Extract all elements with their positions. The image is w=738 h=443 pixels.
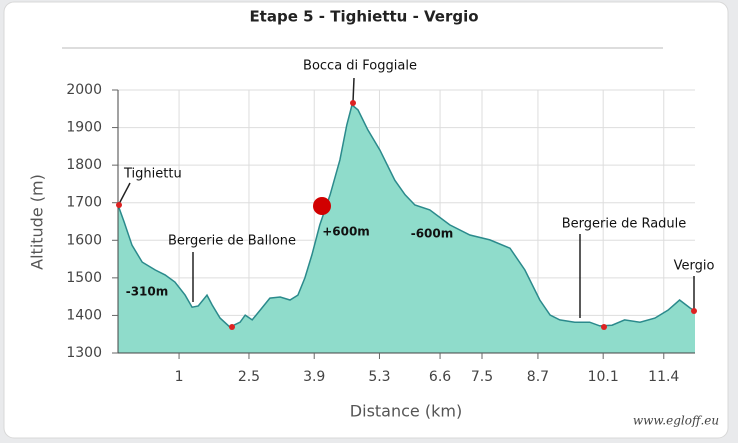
y-tick-label: 1300 <box>66 345 102 361</box>
y-tick-label: 1400 <box>66 307 102 323</box>
annotation: -600m <box>411 227 454 241</box>
x-tick-label: 2.5 <box>238 369 260 385</box>
y-tick-label: 1700 <box>66 195 102 211</box>
waypoint-marker <box>229 324 235 330</box>
annotation: -310m <box>126 285 169 299</box>
waypoint-marker <box>691 308 697 314</box>
annotation-pointer <box>118 182 131 205</box>
annotation: Bergerie de Ballone <box>168 234 296 249</box>
y-tick-label: 1500 <box>66 270 102 286</box>
annotation: Bocca di Foggiale <box>303 59 417 74</box>
chart-title: Etape 5 - Tighiettu - Vergio <box>249 8 478 26</box>
annotation: Bergerie de Radule <box>562 217 687 232</box>
x-tick-label: 11.4 <box>648 369 679 385</box>
plot <box>117 90 696 354</box>
x-axis-label: Distance (km) <box>350 402 462 421</box>
y-axis-label: Altitude (m) <box>28 174 47 270</box>
x-tick-label: 6.6 <box>429 369 451 385</box>
waypoint-marker <box>350 100 356 106</box>
y-tick-label: 1800 <box>66 157 102 173</box>
annotation: +600m <box>322 225 370 239</box>
y-tick-label: 1600 <box>66 232 102 248</box>
x-tick-label: 10.1 <box>588 369 619 385</box>
x-tick-label: 1 <box>175 369 184 385</box>
watermark: www.egloff.eu <box>633 414 719 428</box>
x-tick-label: 5.3 <box>368 369 390 385</box>
y-tick-label: 1900 <box>66 120 102 136</box>
waypoint-marker <box>601 324 607 330</box>
waypoint-marker <box>116 202 122 208</box>
annotation: Vergio <box>674 259 715 274</box>
annotation-pointer <box>352 77 355 103</box>
x-tick-label: 8.7 <box>527 369 549 385</box>
area <box>118 105 695 353</box>
annotations: Tighiettu Bocca di Foggiale Bergerie de Ba… <box>116 59 715 330</box>
position-marker <box>313 197 331 215</box>
y-tick-label: 2000 <box>66 82 102 98</box>
x-tick-label: 3.9 <box>303 369 325 385</box>
ticks: 1300 1400 1500 1600 1700 1800 1900 2000 1 2.5 3.9 5… <box>66 82 679 385</box>
profile-line <box>117 103 696 328</box>
x-tick-label: 7.5 <box>471 369 493 385</box>
annotation: Tighiettu <box>123 167 182 182</box>
